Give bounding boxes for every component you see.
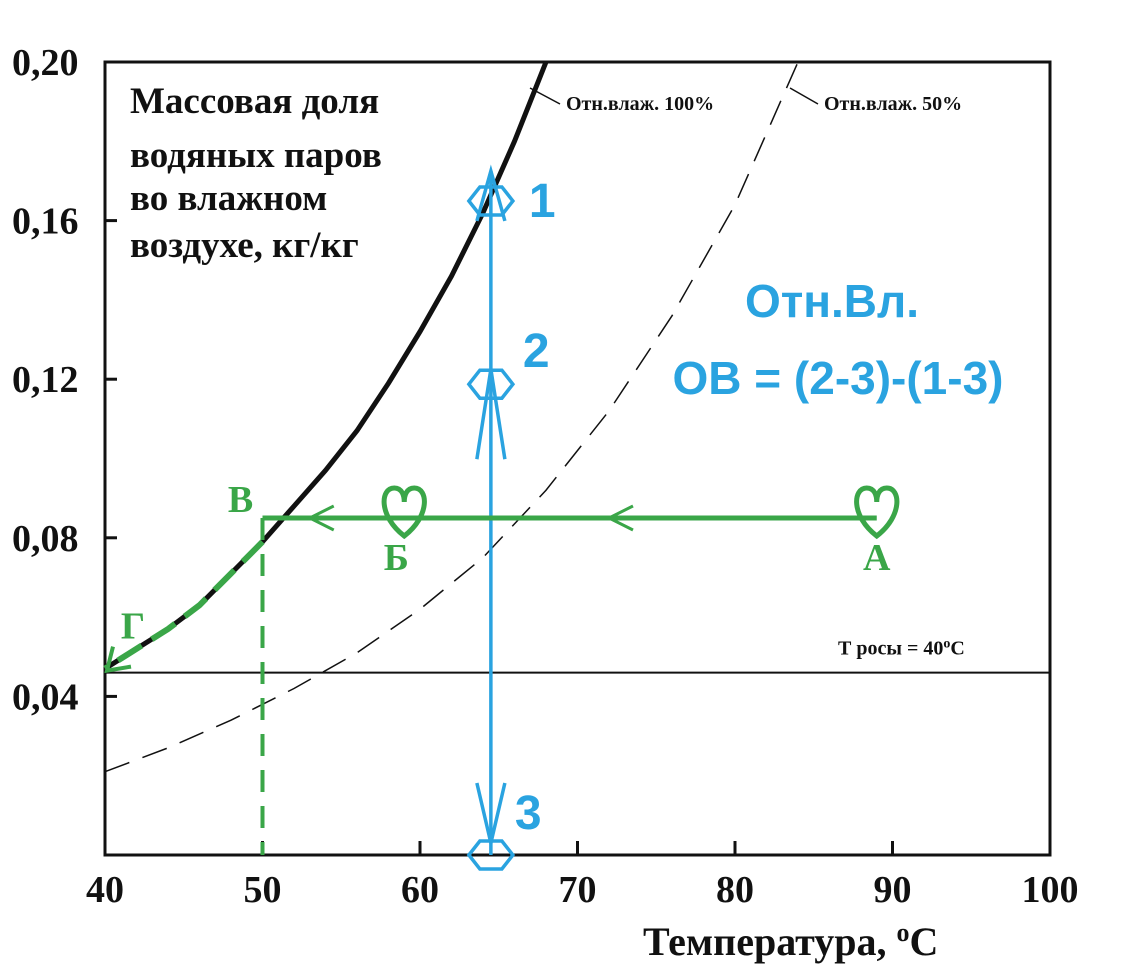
x-tick-label: 70 [559,869,597,911]
x-tick-label: 60 [401,869,439,911]
humidity-curve-50 [104,61,799,773]
y-title-line-2: водяных паров [130,135,382,176]
curve-labels: Отн.влаж. 100% Отн.влаж. 50% [529,87,962,115]
y-tick-label: 0,08 [12,518,79,560]
curve-label-50: Отн.влаж. 50% [824,93,962,115]
point-label-v: В [228,479,253,521]
marker-2-label: 2 [523,325,550,378]
x-tick-label: 80 [716,869,754,911]
arrow-left-icon [605,504,634,532]
y-title-line-3: во влажном [130,178,327,219]
measurement-overlay: 1 2 3 [466,164,556,871]
x-tick-label: 100 [1022,869,1079,911]
y-tick-label: 0,12 [12,359,79,401]
rh-formula: ОВ = (2-3)-(1-3) [673,352,1004,404]
x-tick-label: 90 [874,869,912,911]
marker-1-label: 1 [529,175,556,228]
y-title-line-4: воздухе, кг/кг [130,225,359,266]
y-tick-label: 0,04 [12,676,79,718]
curves [103,61,799,773]
x-tick-label: 50 [244,869,282,911]
x-tick-label: 40 [86,869,124,911]
y-axis: 0,04 0,08 0,12 0,16 0,20 [12,42,117,718]
point-label-a: А [863,537,891,579]
marker-3-icon [466,839,516,871]
x-axis: 40 50 60 70 80 90 100 [86,841,1079,911]
arrow-up-icon [475,368,507,460]
y-tick-label: 0,16 [12,201,79,243]
marker-2-icon [466,368,516,400]
arrow-up-icon [475,164,507,222]
process-path: А Б В Г [103,479,900,855]
saturation-curve-100 [103,61,549,671]
process-curve-dashed [103,539,265,672]
arrow-down-icon [475,782,507,844]
y-title-line-1: Массовая доля [130,81,379,122]
dew-point-label: Т росы = 40оС [838,637,965,660]
rh-title: Отн.Вл. [745,275,919,327]
heart-icon [854,485,900,540]
label-leader [789,87,819,105]
heart-icon [381,485,427,540]
label-leader [529,87,561,105]
arrow-down-left-icon [104,646,132,674]
y-tick-label: 0,20 [12,42,79,84]
marker-3-label: 3 [515,787,542,840]
point-label-g: Г [121,606,145,648]
curve-label-100: Отн.влаж. 100% [566,93,714,115]
x-axis-title: Температура, оС [643,918,938,964]
point-label-b: Б [384,537,409,579]
arrow-left-icon [306,504,335,532]
